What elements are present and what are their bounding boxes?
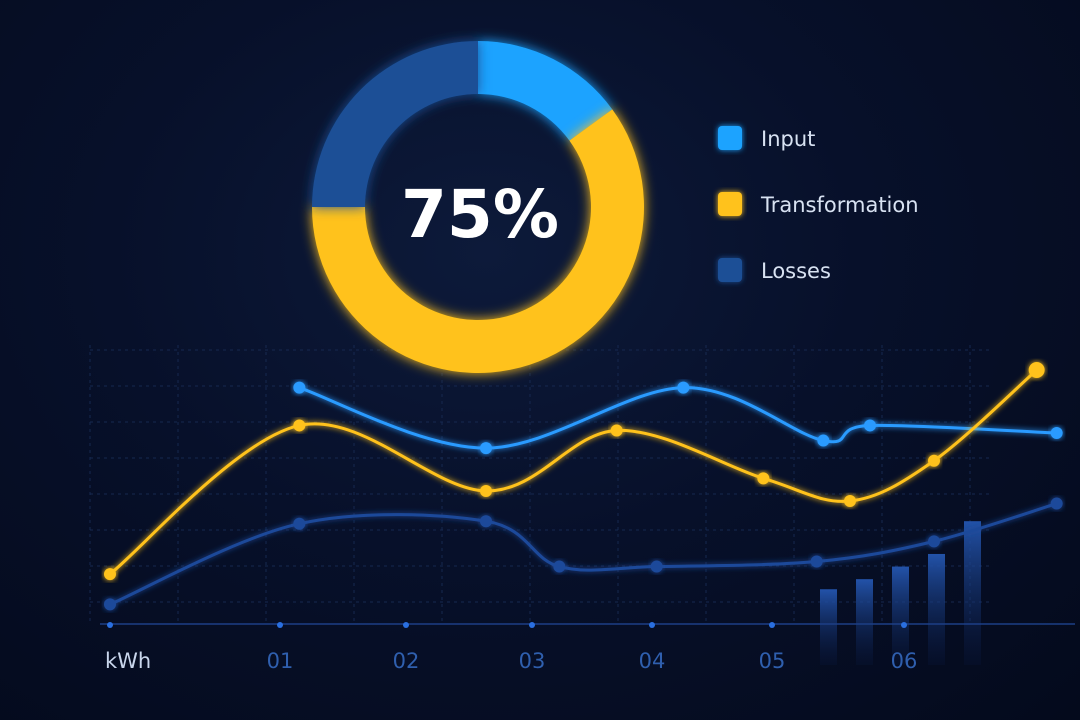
data-point-losses — [553, 560, 566, 573]
bar-4 — [928, 553, 945, 665]
line-series-input — [293, 381, 1063, 455]
donut-slice-input — [478, 41, 613, 141]
data-point-input — [677, 381, 690, 394]
data-point-transformation — [104, 568, 116, 581]
data-point-losses — [293, 517, 306, 530]
data-point-input — [1050, 427, 1063, 439]
data-point-input — [817, 434, 830, 447]
plot-grid — [89, 345, 990, 622]
data-point-losses — [1050, 497, 1063, 510]
bar-3 — [892, 566, 909, 665]
data-point-transformation — [1028, 362, 1045, 378]
donut-slice-transformation — [312, 109, 645, 374]
x-axis: kWh 01 02 03 04 05 06 — [100, 622, 1075, 673]
data-point-losses — [650, 560, 663, 573]
x-tick-dot-06 — [901, 622, 907, 628]
x-tick-label-02: 02 — [393, 649, 420, 673]
bar-2 — [856, 579, 873, 665]
legend-label-transformation: Transformation — [760, 193, 919, 217]
line-series-group — [104, 362, 1063, 611]
x-tick-label-03: 03 — [519, 649, 546, 673]
data-point-transformation — [610, 424, 623, 437]
line-path-transformation — [109, 368, 1038, 576]
legend-swatch-losses — [718, 258, 742, 282]
x-tick-dot-04 — [649, 622, 655, 628]
data-point-input — [480, 442, 492, 455]
donut-chart: 75% — [312, 41, 645, 374]
x-tick-label-06: 06 — [891, 649, 918, 673]
bar-1 — [820, 589, 837, 665]
data-point-losses — [480, 515, 492, 528]
data-point-transformation — [480, 484, 492, 497]
x-tick-dot-03 — [529, 622, 535, 628]
legend-swatch-input — [718, 126, 742, 150]
x-tick-dot-02 — [403, 622, 409, 628]
legend-label-losses: Losses — [761, 259, 831, 283]
line-series-losses — [104, 497, 1063, 611]
data-point-input — [293, 381, 306, 394]
line-series-transformation — [104, 362, 1045, 581]
donut-slice-losses — [312, 41, 478, 207]
data-point-transformation — [844, 495, 856, 508]
data-point-losses — [810, 555, 823, 568]
donut-center-value: 75% — [401, 176, 559, 253]
data-point-transformation — [757, 472, 770, 485]
legend-label-input: Input — [761, 127, 815, 151]
x-tick-label-01: 01 — [267, 649, 294, 673]
x-tick-dot-05 — [769, 622, 775, 628]
bar-series — [820, 521, 981, 665]
x-axis-unit-label: kWh — [105, 649, 151, 673]
x-tick-label-04: 04 — [639, 649, 666, 673]
legend-swatch-transformation — [718, 192, 742, 216]
data-point-losses — [104, 598, 116, 611]
data-point-transformation — [293, 419, 306, 432]
bar-5 — [964, 521, 981, 665]
data-point-transformation — [928, 454, 940, 467]
x-axis-origin-dot — [107, 622, 113, 628]
legend: Input Transformation Losses — [718, 126, 919, 283]
line-path-losses — [109, 502, 1058, 606]
x-tick-dot-01 — [277, 622, 283, 628]
x-tick-label-05: 05 — [759, 649, 786, 673]
data-point-losses — [928, 535, 940, 548]
data-point-input — [864, 419, 876, 432]
line-path-input — [298, 386, 1057, 450]
